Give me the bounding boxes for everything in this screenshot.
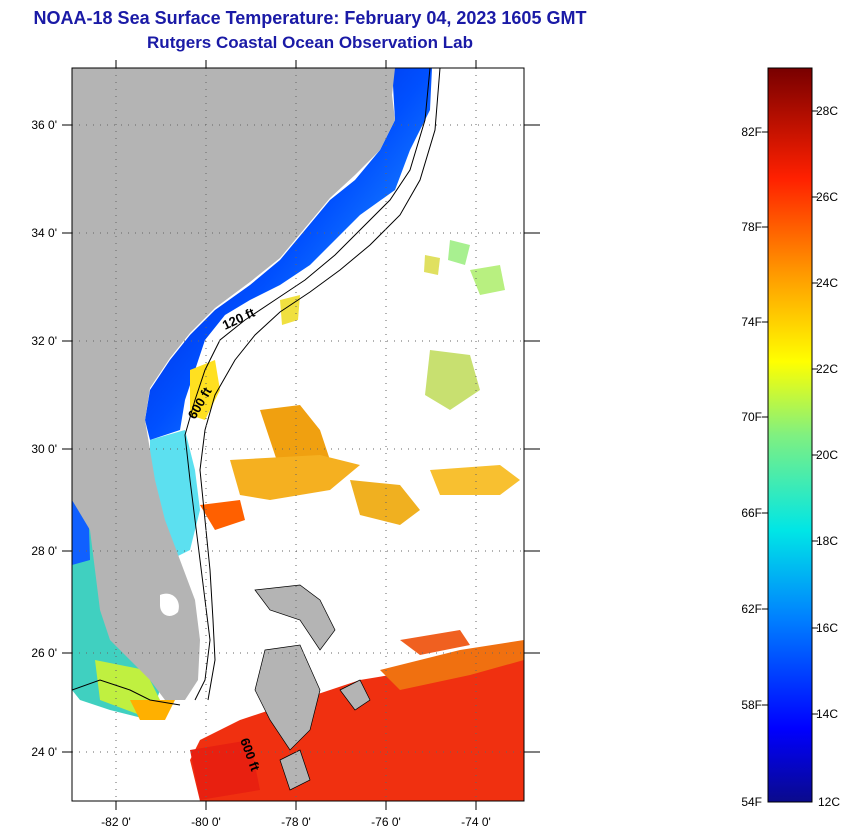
lat-label: 28 0' [31,544,57,558]
colorbar-c-label: 12C [818,795,840,809]
colorbar-f-label: 66F [741,506,762,520]
depth-contours [72,68,441,706]
lat-label: 36 0' [31,118,57,132]
colorbar-c-label: 18C [816,534,838,548]
colorbar-c-label: 16C [816,621,838,635]
lon-label: -76 0' [371,815,401,829]
colorbar-f-label: 58F [741,698,762,712]
colorbar-c-label: 28C [816,104,838,118]
colorbar-f-label: 62F [741,602,762,616]
lat-label: 30 0' [31,442,57,456]
land-us-southeast [72,68,395,700]
colorbar-f-label: 74F [741,315,762,329]
lon-label: -78 0' [281,815,311,829]
colorbar-c-label: 20C [816,448,838,462]
map-border [71,67,525,802]
colorbar: 82F 78F 74F 70F 66F 62F 58F 54F 28C 26C … [741,67,840,809]
lat-label: 24 0' [31,745,57,759]
sst-data-layer [72,68,524,801]
colorbar-f-label: 78F [741,220,762,234]
colorbar-f-label: 82F [741,125,762,139]
colorbar-scale [767,67,813,803]
colorbar-c-label: 14C [816,707,838,721]
colorbar-c-label: 22C [816,362,838,376]
lat-label: 26 0' [31,646,57,660]
colorbar-f-label: 70F [741,410,762,424]
map-title: NOAA-18 Sea Surface Temperature: Februar… [33,8,587,28]
lon-label: -74 0' [461,815,491,829]
colorbar-c-label: 26C [816,190,838,204]
lon-label: -80 0' [191,815,221,829]
map-ticks [62,60,540,810]
colorbar-f-label: 54F [741,795,762,809]
map-subtitle: Rutgers Coastal Ocean Observation Lab [147,33,473,52]
land-bahamas [254,584,371,791]
lat-label: 32 0' [31,334,57,348]
map-area: 120 ft 600 ft 600 ft [72,68,524,801]
colorbar-c-label: 24C [816,276,838,290]
lat-label: 34 0' [31,226,57,240]
lon-label: -82 0' [101,815,131,829]
